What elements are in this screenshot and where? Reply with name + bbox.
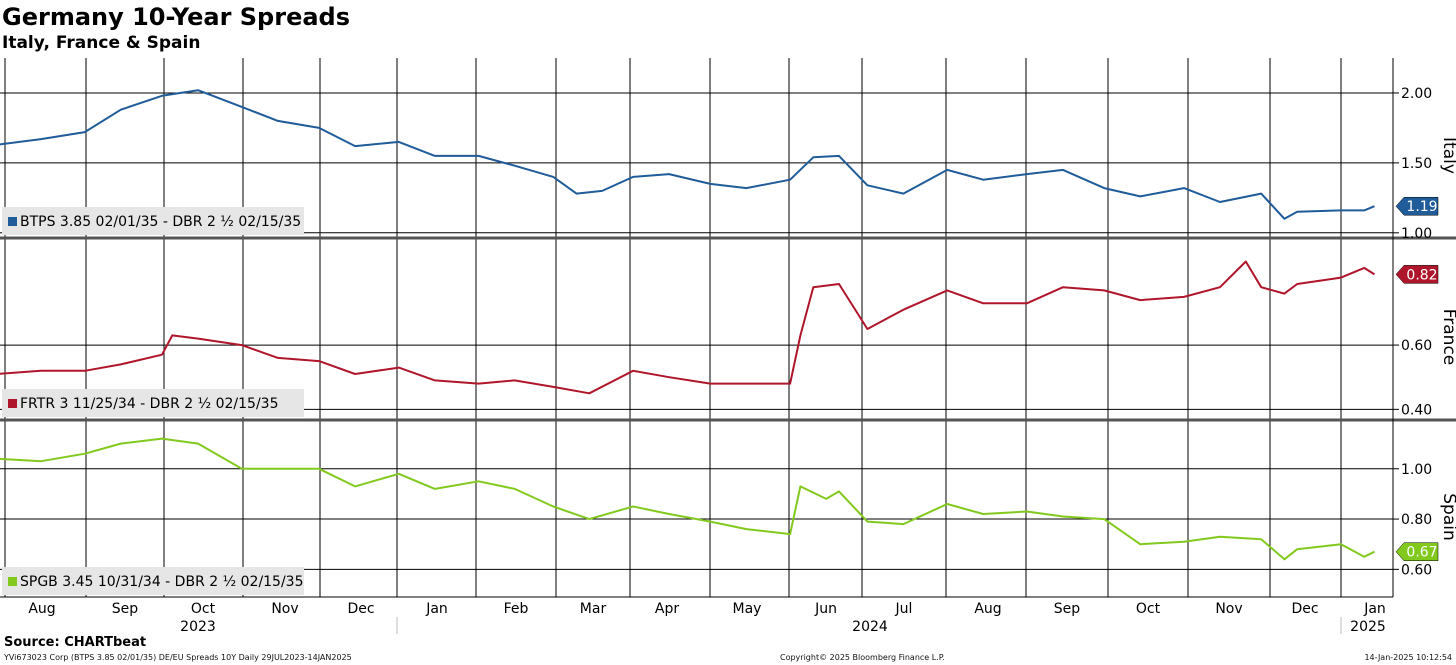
x-tick-label: Jan [1363,601,1386,617]
y-tick-label: 0.60 [1401,562,1432,578]
legend-label: BTPS 3.85 02/01/35 - DBR 2 ½ 02/15/35 [20,214,301,230]
legend-label: FRTR 3 11/25/34 - DBR 2 ½ 02/15/35 [20,396,279,412]
legend-box [2,389,304,417]
x-tick-label: Feb [504,601,529,617]
x-tick-label: Sep [112,601,139,617]
x-tick-label: Aug [974,601,1001,617]
last-value-label: 0.67 [1406,545,1437,561]
y-tick-label: 1.00 [1401,462,1432,478]
x-tick-label: Oct [1136,601,1161,617]
x-tick-label: Aug [28,601,55,617]
footer-timestamp: 14-Jan-2025 10:12:54 [1364,653,1452,662]
legend-label: SPGB 3.45 10/31/34 - DBR 2 ½ 02/15/35 [20,574,304,590]
x-tick-label: Sep [1054,601,1081,617]
legend-swatch [8,217,17,226]
last-value-label: 0.82 [1406,267,1437,283]
x-tick-label: May [733,601,762,617]
x-tick-label: Jun [814,601,837,617]
year-label: 2024 [852,619,888,635]
legend-swatch [8,577,17,586]
last-value-label: 1.19 [1406,199,1437,215]
last-value-badge [1395,542,1439,561]
footer-copyright: Copyright© 2025 Bloomberg Finance L.P. [780,653,945,662]
year-label: 2023 [180,619,216,635]
last-value-badge [1395,265,1439,284]
x-tick-label: Apr [655,601,679,617]
x-tick-label: Dec [1291,601,1318,617]
y-tick-label: 1.00 [1401,226,1432,242]
x-tick-label: Jan [425,601,448,617]
footer-security-info: YVi673023 Corp (BTPS 3.85 02/01/35) DE/E… [4,653,352,662]
y-tick-label: 1.50 [1401,156,1432,172]
x-tick-label: Nov [1215,601,1242,617]
y-tick-label: 0.40 [1401,402,1432,418]
series-line-france [0,260,1376,395]
legend-box [2,207,304,235]
source-note: Source: CHARTbeat [4,635,147,650]
x-tick-label: Dec [347,601,374,617]
chart-title: Germany 10-Year Spreads [2,3,351,31]
panel-label-france: France [1439,309,1456,366]
year-label: 2025 [1350,619,1386,635]
x-tick-label: Nov [271,601,298,617]
last-value-badge [1395,196,1439,216]
panel-label-spain: Spain [1439,493,1456,541]
y-tick-label: 2.00 [1401,86,1432,102]
y-tick-label: 0.60 [1401,338,1432,354]
y-tick-label: 0.80 [1401,512,1432,528]
legend-swatch [8,399,17,408]
panel-label-italy: Italy [1439,137,1456,174]
x-tick-label: Jul [895,601,913,617]
x-tick-label: Oct [191,601,216,617]
series-line-spain [0,437,1375,561]
x-tick-label: Mar [580,601,607,617]
chart-subtitle: Italy, France & Spain [2,33,201,53]
series-line-italy [0,89,1375,220]
legend-box [2,567,304,595]
